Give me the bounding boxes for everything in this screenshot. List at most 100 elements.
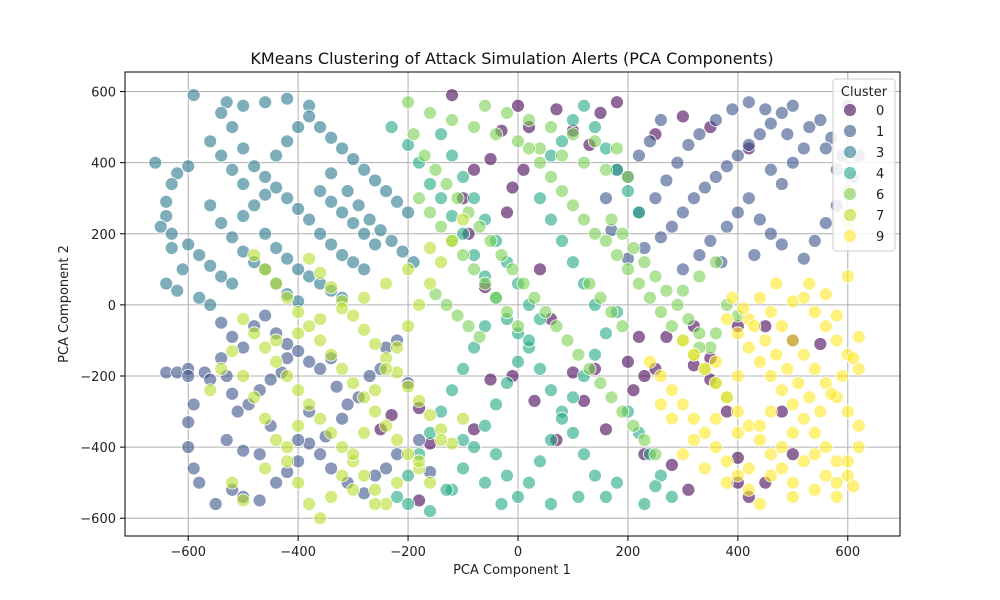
scatter-point-cluster-9 [747, 319, 762, 334]
scatter-point-cluster-9 [752, 354, 767, 369]
scatter-point-cluster-9 [654, 397, 668, 412]
scatter-point-cluster-4 [588, 468, 602, 483]
scatter-point-cluster-9 [664, 411, 679, 426]
scatter-point-cluster-1 [780, 127, 795, 142]
scatter-point-cluster-7 [313, 511, 328, 526]
scatter-point-cluster-4 [522, 475, 536, 490]
scatter-point-cluster-6 [566, 127, 580, 142]
scatter-point-cluster-1 [263, 372, 278, 387]
x-tick-label: −600 [170, 545, 206, 560]
scatter-point-cluster-4 [445, 148, 459, 163]
scatter-point-cluster-3 [324, 237, 339, 252]
scatter-point-cluster-1 [186, 461, 201, 476]
scatter-point-cluster-6 [637, 433, 652, 447]
scatter-point-cluster-7 [368, 404, 382, 419]
scatter-point-cluster-9 [769, 347, 784, 362]
scatter-point-cluster-1 [763, 226, 778, 241]
scatter-point-cluster-7 [368, 497, 382, 511]
scatter-point-cluster-3 [351, 198, 366, 213]
scatter-point-cluster-6 [708, 326, 723, 341]
scatter-point-cluster-7 [368, 482, 382, 497]
scatter-point-cluster-3 [258, 169, 273, 184]
scatter-point-cluster-7 [390, 475, 404, 490]
scatter-point-cluster-6 [648, 447, 663, 462]
scatter-point-cluster-0 [593, 105, 608, 120]
scatter-point-cluster-3 [346, 216, 361, 231]
scatter-point-cluster-7 [423, 475, 437, 490]
scatter-point-cluster-3 [214, 148, 229, 163]
scatter-point-cluster-0 [500, 205, 514, 220]
scatter-point-cluster-6 [467, 262, 481, 277]
scatter-point-cluster-9 [802, 276, 817, 291]
scatter-point-cluster-3 [280, 134, 295, 149]
scatter-point-cluster-6 [472, 329, 487, 344]
scatter-point-cluster-7 [225, 344, 240, 359]
legend-marker [843, 124, 857, 138]
scatter-point-cluster-4 [610, 475, 624, 490]
data-points [148, 88, 866, 526]
scatter-point-cluster-3 [269, 180, 284, 195]
scatter-point-cluster-9 [807, 425, 822, 440]
scatter-point-cluster-6 [478, 98, 492, 113]
y-tick-label: 400 [91, 157, 116, 172]
scatter-point-cluster-4 [390, 489, 404, 504]
scatter-point-cluster-3 [159, 194, 174, 209]
scatter-point-cluster-9 [851, 329, 866, 344]
scatter-point-cluster-9 [736, 301, 751, 316]
scatter-point-cluster-9 [708, 376, 723, 391]
scatter-point-cluster-0 [621, 354, 635, 369]
scatter-point-cluster-4 [599, 489, 613, 504]
scatter-point-cluster-7 [280, 290, 295, 305]
scatter-point-cluster-7 [269, 354, 284, 369]
scatter-point-cluster-4 [401, 497, 415, 511]
scatter-point-cluster-7 [258, 340, 273, 355]
scatter-point-cluster-7 [368, 383, 382, 398]
scatter-point-cluster-4 [533, 454, 547, 469]
scatter-point-cluster-9 [752, 290, 767, 305]
scatter-point-cluster-9 [686, 347, 701, 362]
scatter-point-cluster-6 [670, 297, 685, 312]
scatter-point-cluster-3 [373, 223, 388, 238]
y-tick-label: 0 [108, 299, 116, 314]
scatter-point-cluster-6 [544, 169, 558, 184]
scatter-point-cluster-1 [719, 159, 734, 174]
scatter-point-cluster-6 [637, 255, 652, 270]
scatter-point-cluster-6 [555, 184, 569, 199]
scatter-point-cluster-7 [346, 308, 361, 323]
scatter-point-cluster-9 [818, 287, 833, 302]
scatter-point-cluster-7 [302, 497, 317, 511]
scatter-point-cluster-6 [412, 191, 426, 206]
scatter-point-cluster-1 [186, 397, 201, 412]
legend-box [832, 78, 896, 252]
scatter-point-cluster-9 [643, 354, 657, 369]
scatter-point-cluster-7 [236, 493, 251, 508]
legend-title: Cluster [841, 85, 888, 100]
scatter-point-cluster-3 [324, 130, 339, 145]
scatter-point-cluster-7 [346, 376, 361, 391]
scatter-point-cluster-1 [670, 155, 685, 170]
scatter-point-cluster-3 [302, 212, 317, 227]
scatter-point-cluster-1 [412, 433, 426, 447]
scatter-point-cluster-9 [758, 333, 773, 348]
scatter-point-cluster-6 [516, 276, 531, 291]
scatter-point-cluster-3 [236, 98, 251, 113]
scatter-point-cluster-7 [335, 361, 350, 376]
scatter-point-cluster-7 [412, 454, 426, 469]
scatter-point-cluster-3 [269, 148, 284, 163]
scatter-point-cluster-0 [675, 109, 690, 124]
scatter-point-cluster-6 [577, 212, 591, 227]
scatter-point-cluster-1 [741, 191, 756, 206]
x-tick-label: −400 [280, 545, 316, 560]
scatter-point-cluster-3 [236, 141, 251, 156]
scatter-point-cluster-6 [560, 333, 575, 348]
scatter-point-cluster-7 [225, 475, 240, 490]
scatter-point-cluster-9 [719, 312, 734, 327]
scatter-point-cluster-9 [763, 305, 778, 319]
scatter-point-cluster-4 [577, 98, 591, 113]
scatter-point-cluster-9 [835, 369, 850, 383]
x-axis-label: PCA Component 1 [453, 563, 571, 578]
scatter-point-cluster-3 [181, 159, 196, 174]
scatter-point-cluster-7 [401, 447, 415, 462]
scatter-point-cluster-7 [280, 440, 295, 455]
scatter-point-cluster-1 [802, 120, 817, 135]
